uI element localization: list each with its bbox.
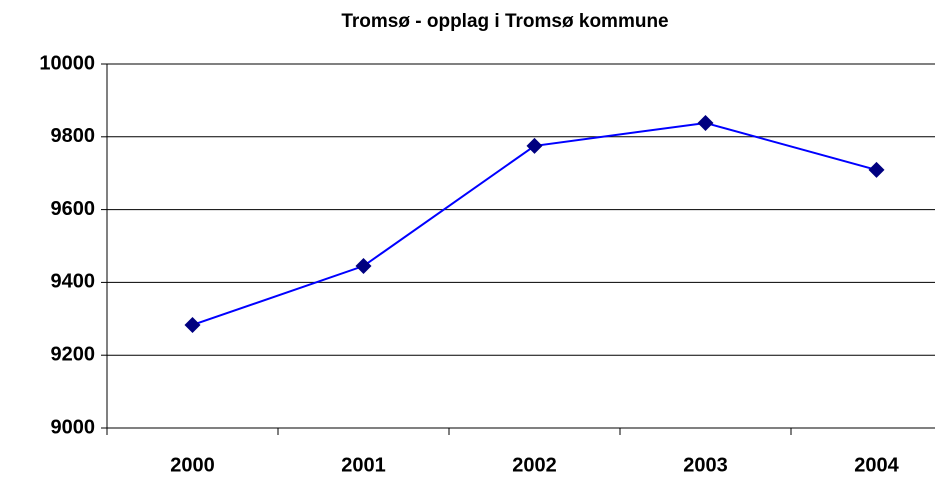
y-tick-label: 10000 (39, 52, 95, 74)
x-tick-label: 2001 (341, 454, 386, 476)
y-tick-label: 9400 (51, 271, 96, 293)
x-tick-label: 2002 (512, 454, 557, 476)
x-tick-label: 2004 (854, 454, 899, 476)
y-tick-label: 9800 (51, 125, 96, 147)
marker (355, 258, 372, 275)
y-tick-label: 9200 (51, 343, 96, 365)
marker (868, 161, 885, 178)
chart-title: Tromsø - opplag i Tromsø kommune (341, 11, 668, 32)
x-tick-label: 2000 (170, 454, 215, 476)
marker (697, 114, 714, 131)
y-tick-label: 9600 (51, 198, 96, 220)
marker (184, 316, 201, 333)
x-tick-label: 2003 (683, 454, 728, 476)
y-tick-label: 9000 (51, 416, 96, 438)
marker (526, 137, 543, 154)
